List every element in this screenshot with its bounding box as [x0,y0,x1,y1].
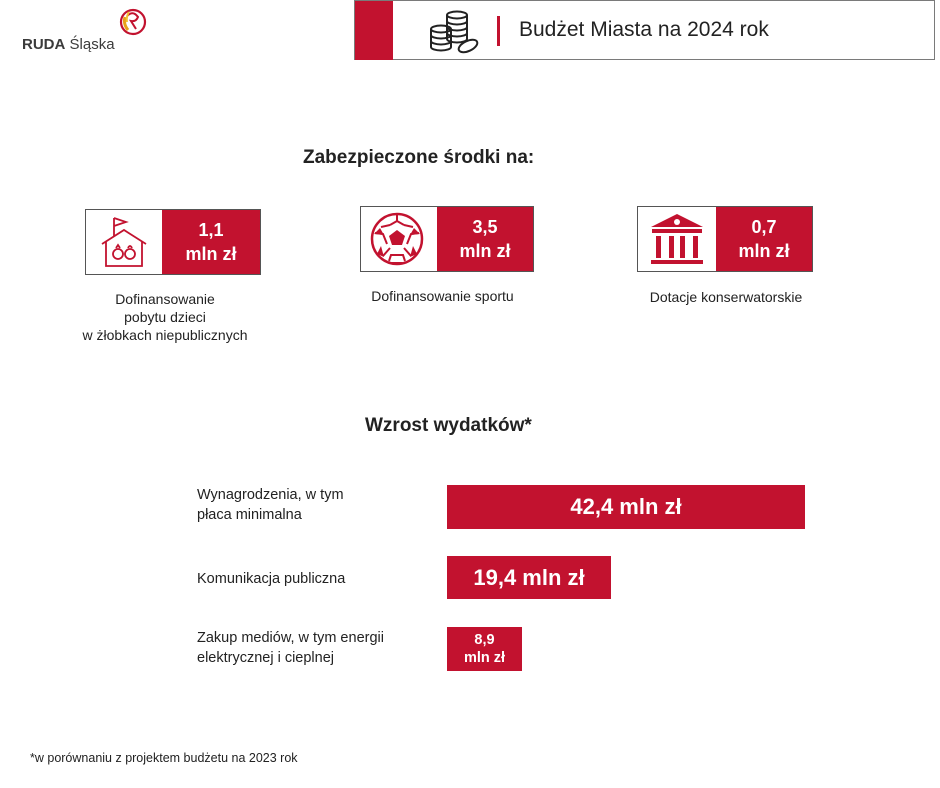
house-kids-icon [101,217,147,267]
card-nursery-unit: mln zł [185,244,237,264]
card-monuments-unit: mln zł [738,241,790,261]
caption-nursery: Dofinansowanie pobytu dzieci w żłobkach … [40,290,290,344]
card-monuments-value: 0,7 mln zł [716,207,812,271]
header-box [354,0,935,60]
header-accent [355,1,393,60]
ruda-slaska-logo [119,8,147,36]
bar-value-label: 19,4 mln zł [473,564,585,590]
bar: 19,4 mln zł [447,556,611,599]
card-sport-unit: mln zł [459,241,511,261]
bar-value-label: 8,9 mln zł [463,632,506,666]
bar: 42,4 mln zł [447,485,805,529]
coins-icon [430,10,479,54]
caption-nursery-line1: Dofinansowanie [115,291,215,307]
card-sport-value: 3,5 mln zł [437,207,533,271]
card-monuments-number: 0,7 [751,217,777,237]
logo-bold: RUDA [22,36,66,53]
logo-light: Śląska [69,36,115,53]
secured-title: Zabezpieczone środki na: [303,147,535,168]
caption-nursery-line2: pobytu dzieci [124,309,206,325]
card-nursery-value: 1,1 mln zł [162,210,260,274]
caption-monuments: Dotacje konserwatorskie [649,289,803,305]
logo-wordmark: RUDA Śląska [22,36,115,53]
bar-category-label: Komunikacja publiczna [197,571,346,587]
card-nursery-number: 1,1 [198,220,224,240]
bar-category-label: Wynagrodzenia, w tym płaca minimalna [197,487,344,523]
bar: 8,9 mln zł [447,627,522,671]
card-sport-number: 3,5 [472,217,498,237]
bar-category-label: Zakup mediów, w tym energii elektrycznej … [197,630,384,666]
soccer-ball-icon [370,212,424,266]
caption-nursery-line3: w żłobkach niepublicznych [82,327,248,343]
caption-sport: Dofinansowanie sportu [371,288,514,304]
footnote: *w porównaniu z projektem budżetu na 202… [30,751,298,765]
growth-title: Wzrost wydatków* [365,415,532,436]
header-divider [497,16,500,46]
bar-value-label: 42,4 mln zł [570,494,682,519]
page-title: Budżet Miasta na 2024 rok [519,18,769,41]
monument-building-icon [651,214,703,264]
